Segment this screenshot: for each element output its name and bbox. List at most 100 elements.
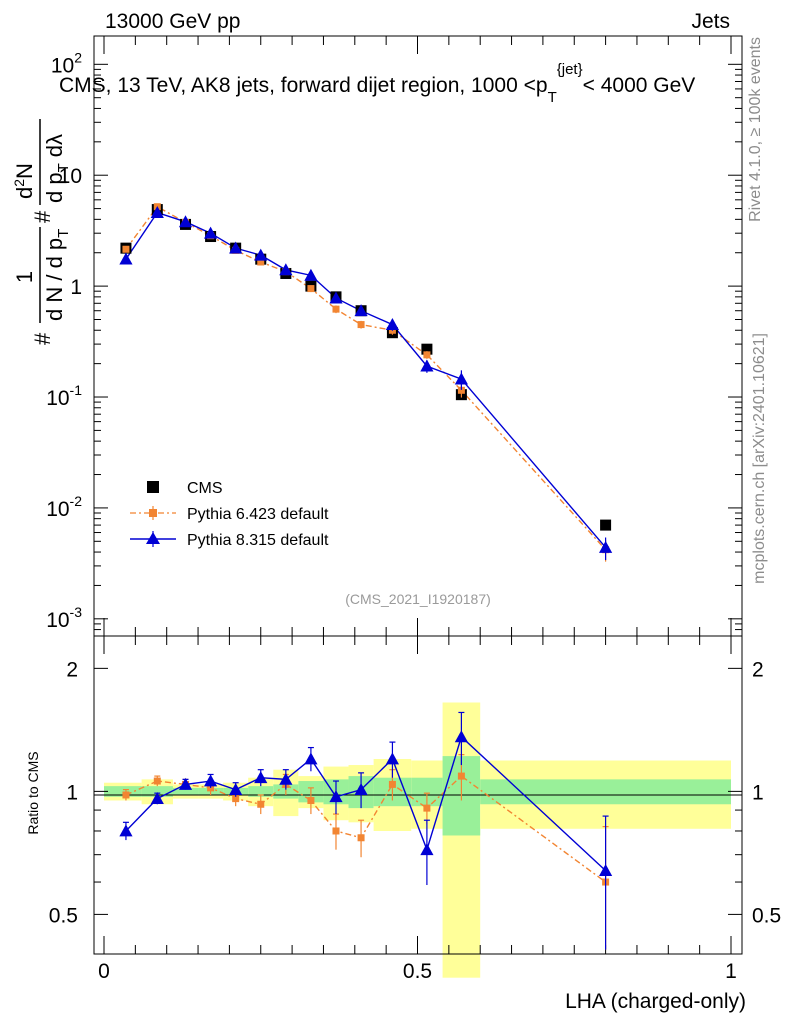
mcplots-label: mcplots.cern.ch [arXiv:2401.10621]	[751, 333, 768, 584]
ratio-y-tick-label-right: 0.5	[752, 904, 781, 927]
main-y-tick-label: 10-3	[46, 604, 82, 632]
main-point-pythia6	[122, 245, 130, 253]
y-label-hash2: #	[30, 210, 55, 223]
x-axis: 0 0.5 1	[98, 636, 737, 983]
ratio-point-pythia6	[332, 827, 340, 835]
ratio-point-pythia6	[457, 772, 465, 780]
ratio-point-pythia8	[203, 774, 218, 787]
y-label-d2n: d2N	[11, 163, 37, 199]
y-label-frac-num: 1	[12, 271, 37, 283]
x-tick-label: 1	[725, 960, 737, 983]
series-line-pythia6	[125, 205, 607, 551]
x-tick-label: 0.5	[403, 960, 432, 983]
legend-marker-pythia6	[149, 509, 157, 517]
ratio-y-axis: 0.5 0.5 1 1 2 2	[49, 658, 781, 955]
cms-point	[421, 343, 433, 355]
ratio-line-pythia8	[125, 735, 607, 872]
ratio-y-tick-label-right: 2	[752, 658, 764, 681]
main-point-pythia6	[457, 386, 465, 394]
main-y-axis: 10-3 10-2 10-1 1 10 102	[46, 49, 742, 637]
ratio-point-pythia6	[307, 796, 315, 804]
ratio-point-pythia6	[388, 780, 396, 788]
ratio-point-pythia8	[329, 790, 343, 803]
series-line-pythia8	[125, 211, 607, 548]
y-label-hash: #	[30, 332, 55, 345]
main-y-tick-label: 10-2	[46, 493, 82, 521]
main-point-pythia8	[304, 268, 318, 281]
x-axis-label: LHA (charged-only)	[565, 990, 746, 1013]
ratio-band-green	[248, 786, 274, 797]
series-pythia8	[125, 211, 607, 548]
ratio-point-pythia8	[119, 824, 133, 837]
main-point-pythia6	[257, 258, 265, 266]
ratio-series-pythia8	[119, 711, 613, 950]
ratio-point-pythia8	[304, 752, 318, 765]
main-y-tick-label: 10-1	[46, 382, 82, 410]
rivet-version-label: Rivet 4.1.0, ≥ 100k events	[747, 37, 764, 222]
main-point-pythia8	[599, 540, 613, 553]
main-point-pythia8	[329, 291, 343, 304]
main-point-pythia8	[229, 241, 243, 254]
ratio-band-green	[141, 786, 173, 797]
ratio-point-pythia8	[279, 772, 293, 785]
y-label-frac-den: d N / d pT	[42, 229, 72, 321]
main-point-pythia6	[307, 285, 315, 293]
main-y-tick-label: 10	[59, 165, 82, 188]
ratio-point-pythia6	[232, 795, 240, 803]
main-plot: 10-3 10-2 10-1 1 10 102 CMS, 13 TeV, AK8 jets…	[11, 35, 743, 637]
main-x-axis-ticks	[103, 36, 732, 636]
main-y-tick-label: 1	[70, 276, 82, 299]
legend-marker-pythia8	[146, 532, 160, 544]
x-tick-label: 0	[98, 960, 110, 983]
main-point-pythia8	[354, 304, 368, 317]
ratio-band-green	[480, 779, 731, 805]
ratio-point-pythia8	[599, 863, 613, 876]
ratio-point-pythia8	[385, 752, 400, 765]
energy-label: 13000 GeV pp	[105, 10, 240, 33]
analysis-watermark: (CMS_2021_I1920187)	[345, 591, 491, 607]
legend-label-cms: CMS	[187, 480, 223, 497]
y-label-dpt-dlambda: d pTdλ	[42, 134, 72, 203]
main-point-pythia6	[357, 321, 365, 329]
main-point-pythia8	[420, 359, 434, 372]
ratio-band-green	[104, 786, 142, 797]
ratio-y-axis-label: Ratio to CMS	[25, 751, 41, 834]
main-point-pythia8	[454, 372, 468, 385]
main-y-tick-label: 102	[51, 49, 82, 77]
ratio-y-tick-label: 0.5	[49, 904, 78, 927]
main-point-pythia8	[254, 248, 268, 261]
ratio-plot: 0.5 0.51 12 2 0 0.5 1 Ratio to CMS LHA (charg…	[25, 635, 781, 1013]
ratio-y-tick-label: 2	[66, 658, 78, 681]
main-point-pythia6	[332, 305, 340, 313]
legend-marker-cms	[147, 481, 159, 493]
ratio-point-pythia6	[357, 834, 365, 842]
main-y-axis-label: # 1 d N / d pT # d2N d pTdλ	[11, 119, 72, 345]
main-point-pythia8	[279, 263, 293, 276]
ratio-y-tick-label-right: 1	[752, 781, 764, 804]
main-point-pythia8	[178, 215, 193, 228]
ratio-point-pythia6	[153, 777, 161, 785]
ratio-point-pythia6	[122, 791, 130, 799]
ratio-point-pythia8	[150, 792, 164, 805]
ratio-point-pythia8	[178, 777, 193, 790]
main-point-pythia8	[385, 317, 400, 330]
ratio-point-pythia8	[420, 843, 434, 856]
plot-title: CMS, 13 TeV, AK8 jets, forward dijet reg…	[59, 61, 695, 106]
ratio-point-pythia6	[257, 800, 265, 808]
markers-pythia8	[119, 206, 613, 561]
ratio-point-pythia8	[454, 730, 468, 743]
ratio-point-pythia6	[423, 804, 431, 812]
legend: CMS Pythia 6.423 default Pythia 8.315 de…	[130, 480, 329, 549]
legend-label-pythia6: Pythia 6.423 default	[187, 506, 329, 523]
ratio-band-green	[172, 787, 199, 795]
ratio-point-pythia8	[229, 783, 243, 796]
main-point-pythia6	[423, 351, 431, 359]
ratio-point-pythia8	[354, 783, 368, 796]
cms-point	[600, 519, 612, 531]
ratio-line-pythia6	[125, 775, 607, 883]
main-point-pythia8	[119, 252, 133, 265]
ratio-point-pythia8	[254, 771, 268, 784]
category-label: Jets	[691, 10, 730, 33]
ratio-y-tick-label: 1	[66, 781, 78, 804]
